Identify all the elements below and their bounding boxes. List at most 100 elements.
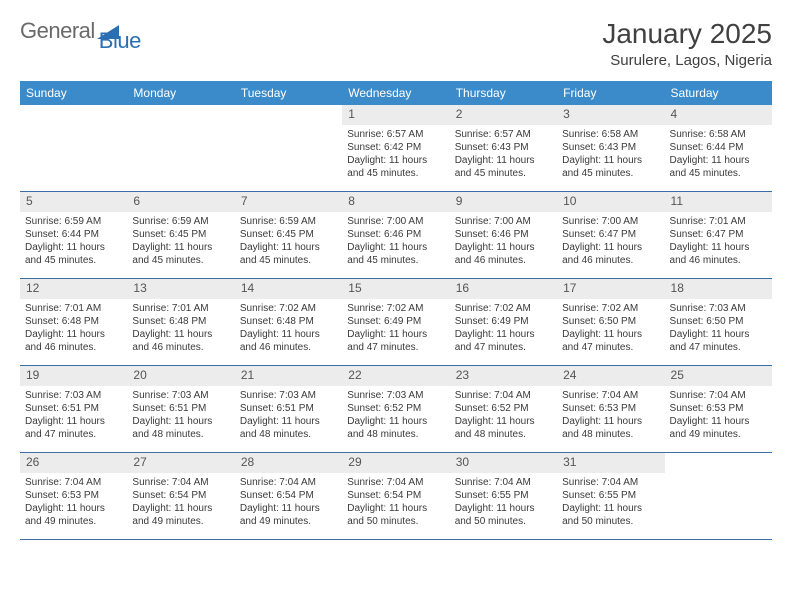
- day-number: 13: [127, 279, 234, 299]
- day-cell: 17Sunrise: 7:02 AMSunset: 6:50 PMDayligh…: [557, 279, 664, 365]
- day-body: Sunrise: 6:58 AMSunset: 6:44 PMDaylight:…: [665, 125, 772, 184]
- day-body: Sunrise: 7:04 AMSunset: 6:55 PMDaylight:…: [450, 473, 557, 532]
- daylight-line: Daylight: 11 hours and 49 minutes.: [25, 502, 122, 528]
- daylight-line: Daylight: 11 hours and 48 minutes.: [240, 415, 337, 441]
- day-body: Sunrise: 7:03 AMSunset: 6:51 PMDaylight:…: [235, 386, 342, 445]
- day-cell: 20Sunrise: 7:03 AMSunset: 6:51 PMDayligh…: [127, 366, 234, 452]
- sunset-line: Sunset: 6:42 PM: [347, 141, 444, 154]
- day-cell: 12Sunrise: 7:01 AMSunset: 6:48 PMDayligh…: [20, 279, 127, 365]
- calendar: SundayMondayTuesdayWednesdayThursdayFrid…: [20, 81, 772, 540]
- day-number: 30: [450, 453, 557, 473]
- sunrise-line: Sunrise: 6:59 AM: [25, 215, 122, 228]
- day-number: 18: [665, 279, 772, 299]
- sunrise-line: Sunrise: 6:57 AM: [347, 128, 444, 141]
- daylight-line: Daylight: 11 hours and 46 minutes.: [132, 328, 229, 354]
- sunset-line: Sunset: 6:46 PM: [455, 228, 552, 241]
- day-cell: 28Sunrise: 7:04 AMSunset: 6:54 PMDayligh…: [235, 453, 342, 539]
- day-body: Sunrise: 7:04 AMSunset: 6:55 PMDaylight:…: [557, 473, 664, 532]
- sunset-line: Sunset: 6:54 PM: [132, 489, 229, 502]
- day-body: Sunrise: 7:04 AMSunset: 6:53 PMDaylight:…: [557, 386, 664, 445]
- day-number: 27: [127, 453, 234, 473]
- daylight-line: Daylight: 11 hours and 46 minutes.: [240, 328, 337, 354]
- daylight-line: Daylight: 11 hours and 48 minutes.: [562, 415, 659, 441]
- sunrise-line: Sunrise: 7:04 AM: [25, 476, 122, 489]
- day-cell: 23Sunrise: 7:04 AMSunset: 6:52 PMDayligh…: [450, 366, 557, 452]
- header: General Blue January 2025 Surulere, Lago…: [20, 18, 772, 69]
- day-body: Sunrise: 7:00 AMSunset: 6:46 PMDaylight:…: [450, 212, 557, 271]
- daylight-line: Daylight: 11 hours and 46 minutes.: [455, 241, 552, 267]
- day-body: Sunrise: 7:03 AMSunset: 6:51 PMDaylight:…: [20, 386, 127, 445]
- day-header: Tuesday: [235, 81, 342, 105]
- sunset-line: Sunset: 6:53 PM: [562, 402, 659, 415]
- sunset-line: Sunset: 6:45 PM: [240, 228, 337, 241]
- day-body: Sunrise: 7:02 AMSunset: 6:49 PMDaylight:…: [342, 299, 449, 358]
- title-block: January 2025 Surulere, Lagos, Nigeria: [602, 18, 772, 69]
- day-number: 5: [20, 192, 127, 212]
- sunrise-line: Sunrise: 7:02 AM: [562, 302, 659, 315]
- daylight-line: Daylight: 11 hours and 50 minutes.: [347, 502, 444, 528]
- day-number: 6: [127, 192, 234, 212]
- sunrise-line: Sunrise: 7:01 AM: [25, 302, 122, 315]
- day-cell: 1Sunrise: 6:57 AMSunset: 6:42 PMDaylight…: [342, 105, 449, 191]
- day-number: 7: [235, 192, 342, 212]
- daylight-line: Daylight: 11 hours and 48 minutes.: [347, 415, 444, 441]
- sunset-line: Sunset: 6:48 PM: [132, 315, 229, 328]
- day-number: 3: [557, 105, 664, 125]
- day-body: Sunrise: 7:03 AMSunset: 6:51 PMDaylight:…: [127, 386, 234, 445]
- sunrise-line: Sunrise: 7:04 AM: [240, 476, 337, 489]
- day-body: Sunrise: 6:57 AMSunset: 6:42 PMDaylight:…: [342, 125, 449, 184]
- day-number: 26: [20, 453, 127, 473]
- daylight-line: Daylight: 11 hours and 47 minutes.: [562, 328, 659, 354]
- day-cell: 2Sunrise: 6:57 AMSunset: 6:43 PMDaylight…: [450, 105, 557, 191]
- sunset-line: Sunset: 6:45 PM: [132, 228, 229, 241]
- day-cell: 6Sunrise: 6:59 AMSunset: 6:45 PMDaylight…: [127, 192, 234, 278]
- week-row: ...1Sunrise: 6:57 AMSunset: 6:42 PMDayli…: [20, 105, 772, 192]
- sunset-line: Sunset: 6:54 PM: [347, 489, 444, 502]
- day-number: 2: [450, 105, 557, 125]
- daylight-line: Daylight: 11 hours and 48 minutes.: [132, 415, 229, 441]
- day-header: Thursday: [450, 81, 557, 105]
- day-cell: 21Sunrise: 7:03 AMSunset: 6:51 PMDayligh…: [235, 366, 342, 452]
- day-cell: 7Sunrise: 6:59 AMSunset: 6:45 PMDaylight…: [235, 192, 342, 278]
- day-cell: .: [235, 105, 342, 191]
- day-cell: 26Sunrise: 7:04 AMSunset: 6:53 PMDayligh…: [20, 453, 127, 539]
- day-cell: 9Sunrise: 7:00 AMSunset: 6:46 PMDaylight…: [450, 192, 557, 278]
- day-cell: 4Sunrise: 6:58 AMSunset: 6:44 PMDaylight…: [665, 105, 772, 191]
- daylight-line: Daylight: 11 hours and 45 minutes.: [240, 241, 337, 267]
- sunset-line: Sunset: 6:55 PM: [562, 489, 659, 502]
- day-cell: 24Sunrise: 7:04 AMSunset: 6:53 PMDayligh…: [557, 366, 664, 452]
- sunset-line: Sunset: 6:51 PM: [132, 402, 229, 415]
- day-body: Sunrise: 6:59 AMSunset: 6:45 PMDaylight:…: [235, 212, 342, 271]
- day-number: 15: [342, 279, 449, 299]
- daylight-line: Daylight: 11 hours and 45 minutes.: [455, 154, 552, 180]
- day-body: Sunrise: 7:01 AMSunset: 6:48 PMDaylight:…: [20, 299, 127, 358]
- day-number: 25: [665, 366, 772, 386]
- sunset-line: Sunset: 6:47 PM: [670, 228, 767, 241]
- sunrise-line: Sunrise: 6:59 AM: [132, 215, 229, 228]
- day-body: Sunrise: 7:01 AMSunset: 6:48 PMDaylight:…: [127, 299, 234, 358]
- day-number: 8: [342, 192, 449, 212]
- day-header: Sunday: [20, 81, 127, 105]
- sunrise-line: Sunrise: 7:00 AM: [562, 215, 659, 228]
- day-number: 20: [127, 366, 234, 386]
- day-header: Friday: [557, 81, 664, 105]
- daylight-line: Daylight: 11 hours and 47 minutes.: [670, 328, 767, 354]
- sunrise-line: Sunrise: 7:04 AM: [455, 389, 552, 402]
- logo-text-blue: Blue: [99, 28, 141, 53]
- day-body: Sunrise: 7:04 AMSunset: 6:54 PMDaylight:…: [127, 473, 234, 532]
- sunrise-line: Sunrise: 7:04 AM: [347, 476, 444, 489]
- daylight-line: Daylight: 11 hours and 45 minutes.: [347, 154, 444, 180]
- sunset-line: Sunset: 6:50 PM: [562, 315, 659, 328]
- sunrise-line: Sunrise: 7:00 AM: [455, 215, 552, 228]
- sunrise-line: Sunrise: 7:01 AM: [132, 302, 229, 315]
- sunset-line: Sunset: 6:50 PM: [670, 315, 767, 328]
- sunrise-line: Sunrise: 7:04 AM: [562, 389, 659, 402]
- day-cell: 30Sunrise: 7:04 AMSunset: 6:55 PMDayligh…: [450, 453, 557, 539]
- sunset-line: Sunset: 6:46 PM: [347, 228, 444, 241]
- sunrise-line: Sunrise: 7:04 AM: [132, 476, 229, 489]
- sunset-line: Sunset: 6:43 PM: [455, 141, 552, 154]
- daylight-line: Daylight: 11 hours and 45 minutes.: [347, 241, 444, 267]
- day-number: 23: [450, 366, 557, 386]
- daylight-line: Daylight: 11 hours and 46 minutes.: [670, 241, 767, 267]
- sunrise-line: Sunrise: 7:02 AM: [455, 302, 552, 315]
